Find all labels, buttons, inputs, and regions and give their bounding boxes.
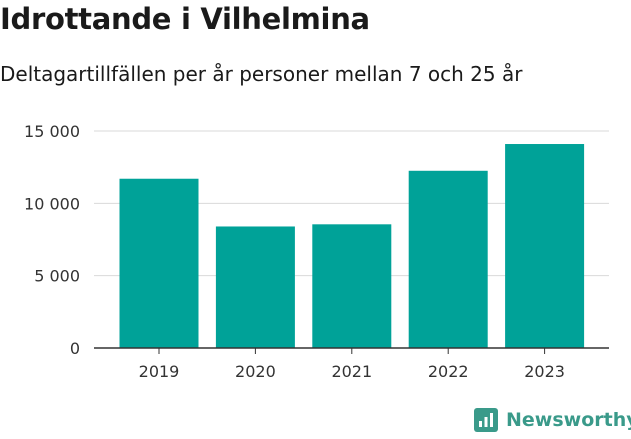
- bar-2021: [312, 224, 392, 348]
- y-tick-label: 15 000: [24, 122, 80, 141]
- x-tick-label: 2021: [331, 362, 372, 381]
- chart-title: Idrottande i Vilhelmina: [0, 2, 370, 36]
- y-tick-label: 0: [70, 339, 80, 358]
- chart-subtitle: Deltagartillfällen per år personer mella…: [0, 62, 523, 86]
- bar-2020: [215, 226, 295, 348]
- newsworthy-logo-icon: [474, 408, 498, 432]
- x-tick-label: 2022: [428, 362, 469, 381]
- bar-2022: [408, 170, 488, 348]
- bar-2023: [505, 144, 585, 348]
- x-tick-label: 2019: [139, 362, 180, 381]
- y-tick-label: 5 000: [34, 267, 80, 286]
- bar-2019: [119, 178, 199, 348]
- newsworthy-logo-text: Newsworthy: [506, 409, 631, 431]
- y-tick-label: 10 000: [24, 194, 80, 213]
- bar-chart: 0 5 000 10 000 15 000 2019 2020 2021 2022 2023: [24, 122, 609, 381]
- x-tick-label: 2020: [235, 362, 276, 381]
- newsworthy-logo: Newsworthy: [474, 408, 631, 432]
- x-tick-label: 2023: [524, 362, 565, 381]
